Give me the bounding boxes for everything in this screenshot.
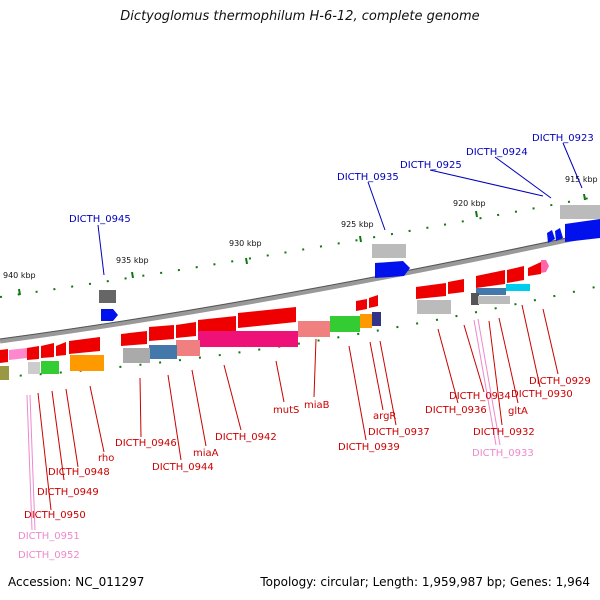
genome-summary-text: Topology: circular; Length: 1,959,987 bp… [260, 575, 590, 589]
gene-dicth-0923-bar [560, 205, 600, 219]
gene-rho [69, 337, 100, 354]
gene-dicth-0926 [541, 260, 549, 273]
label-miab[interactable]: miaB [304, 400, 330, 411]
tick-925-kbp: 925 kbp [341, 220, 374, 229]
gene-dicth-0936 [416, 283, 446, 299]
label-dicth-0945[interactable]: DICTH_0945 [69, 214, 131, 225]
gene-glta [476, 270, 505, 288]
gene-dicth-0929 [528, 262, 541, 276]
gene-dicth-0944 [149, 325, 174, 341]
gene-dicth-0935 [375, 261, 410, 278]
scale-arc [0, 195, 600, 298]
label-dicth-0935[interactable]: DICTH_0935 [337, 172, 399, 183]
gene-argr [369, 295, 378, 308]
label-dicth-0932[interactable]: DICTH_0932 [473, 427, 535, 438]
label-dicth-0939[interactable]: DICTH_0939 [338, 442, 400, 453]
label-dicth-0925[interactable]: DICTH_0925 [400, 160, 462, 171]
band-olive [0, 366, 9, 380]
gene-dicth-0930 [507, 266, 524, 283]
scale-major-ticks [18, 193, 586, 296]
tick-920-kbp: 920 kbp [453, 199, 486, 208]
label-dicth-0948[interactable]: DICTH_0948 [48, 467, 110, 478]
band-grey-4 [28, 362, 40, 374]
gene-dicth-0923 [565, 219, 600, 242]
gene-dicth-0935-bar [372, 244, 406, 258]
gene-dicth-0945 [101, 309, 118, 321]
label-rho[interactable]: rho [98, 453, 114, 464]
map-title: Dictyoglomus thermophilum H-6-12, comple… [120, 9, 480, 24]
bottom-gene-labels: DICTH_0929 DICTH_0930 gltA DICTH_0932 DI… [18, 376, 591, 561]
top-leader-lines [97, 142, 583, 276]
label-argr[interactable]: argR [373, 411, 396, 422]
band-blue-1 [476, 288, 506, 295]
band-cyan [506, 284, 530, 291]
label-glta[interactable]: gltA [508, 406, 528, 417]
tick-915-kbp: 915 kbp [565, 175, 598, 184]
label-dicth-0944[interactable]: DICTH_0944 [152, 462, 214, 473]
gene-dicth-0924 [547, 230, 555, 243]
accession-text: Accession: NC_011297 [8, 575, 145, 589]
band-green [330, 316, 360, 332]
label-dicth-0933[interactable]: DICTH_0933 [472, 448, 534, 459]
label-dicth-0937[interactable]: DICTH_0937 [368, 427, 430, 438]
band-dark [471, 293, 479, 305]
reverse-strand-genes [0, 260, 549, 363]
band-green-2 [41, 361, 59, 374]
label-dicth-0936[interactable]: DICTH_0936 [425, 405, 487, 416]
forward-strand-genes [99, 205, 600, 321]
scale-tick-labels: 915 kbp 920 kbp 925 kbp 930 kbp 935 kbp … [3, 175, 598, 280]
label-dicth-0946[interactable]: DICTH_0946 [115, 438, 177, 449]
tick-935-kbp: 935 kbp [116, 256, 149, 265]
gene-dicth-0937 [356, 299, 367, 311]
gene-dicth-0925 [555, 228, 563, 241]
band-salmon-2 [176, 340, 200, 356]
label-dicth-0951[interactable]: DICTH_0951 [18, 531, 80, 542]
gene-mias [238, 307, 296, 328]
label-dicth-0942[interactable]: DICTH_0942 [215, 432, 277, 443]
band-salmon [298, 321, 330, 337]
label-dicth-0934[interactable]: DICTH_0934 [449, 391, 511, 402]
band-blue-2 [149, 345, 177, 359]
band-orange-2 [70, 355, 104, 371]
band-orange [360, 314, 372, 328]
gene-dicth-0950 [27, 346, 39, 360]
gene-dicth-0945-bar [99, 290, 116, 303]
gene-dicth-0942 [198, 316, 236, 335]
gene-dicth-0948 [56, 342, 66, 356]
label-dicth-0924[interactable]: DICTH_0924 [466, 147, 528, 158]
label-dicth-0923[interactable]: DICTH_0923 [532, 133, 594, 144]
gene-dicth-0949 [41, 343, 54, 358]
band-navy [372, 312, 381, 326]
label-dicth-0930[interactable]: DICTH_0930 [511, 389, 573, 400]
label-dicth-0949[interactable]: DICTH_0949 [37, 487, 99, 498]
label-dicth-0929[interactable]: DICTH_0929 [529, 376, 591, 387]
band-magenta [198, 331, 298, 347]
label-dicth-0950[interactable]: DICTH_0950 [24, 510, 86, 521]
label-dicth-0952[interactable]: DICTH_0952 [18, 550, 80, 561]
bottom-leader-lines [37, 304, 559, 511]
gene-dicth-0934 [448, 279, 464, 294]
band-grey-2 [478, 296, 510, 304]
gene-dicth-0946 [121, 331, 147, 346]
band-grey-3 [123, 348, 150, 363]
gene-miaa [176, 322, 196, 338]
tick-940-kbp: 940 kbp [3, 271, 36, 280]
label-muts[interactable]: mutS [273, 405, 299, 416]
label-miaa[interactable]: miaA [193, 448, 219, 459]
genome-backbone [0, 230, 600, 344]
band-grey-1 [417, 300, 451, 314]
tick-930-kbp: 930 kbp [229, 239, 262, 248]
gene-dicth-0953 [0, 349, 8, 363]
gene-dicth-0951 [9, 348, 27, 360]
top-gene-labels: DICTH_0923 DICTH_0924 DICTH_0925 DICTH_0… [69, 133, 594, 225]
reverse-strand-bands [0, 284, 530, 380]
pink-leader-lines [26, 318, 501, 531]
